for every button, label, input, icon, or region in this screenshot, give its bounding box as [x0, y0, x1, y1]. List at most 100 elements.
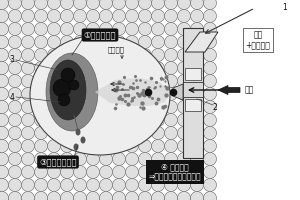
- Circle shape: [112, 0, 125, 9]
- Circle shape: [112, 192, 125, 200]
- Circle shape: [61, 0, 74, 9]
- Circle shape: [0, 178, 8, 192]
- Circle shape: [125, 36, 139, 48]
- Ellipse shape: [50, 60, 86, 120]
- Circle shape: [0, 36, 8, 48]
- Circle shape: [100, 9, 112, 22]
- Circle shape: [164, 22, 178, 36]
- Circle shape: [203, 88, 217, 100]
- Circle shape: [112, 9, 125, 22]
- Circle shape: [152, 152, 164, 166]
- Circle shape: [8, 74, 22, 88]
- Circle shape: [203, 152, 217, 166]
- Circle shape: [34, 36, 47, 48]
- Circle shape: [8, 36, 22, 48]
- Circle shape: [34, 9, 47, 22]
- Bar: [185, 68, 201, 80]
- Circle shape: [61, 22, 74, 36]
- Bar: [185, 99, 201, 111]
- Circle shape: [47, 152, 61, 166]
- Circle shape: [47, 9, 61, 22]
- Circle shape: [34, 22, 47, 36]
- Circle shape: [74, 9, 86, 22]
- Circle shape: [61, 152, 74, 166]
- Circle shape: [203, 48, 217, 62]
- Circle shape: [190, 192, 203, 200]
- Circle shape: [47, 36, 61, 48]
- Circle shape: [22, 127, 34, 140]
- Circle shape: [47, 140, 61, 152]
- Circle shape: [0, 22, 8, 36]
- Circle shape: [34, 62, 47, 74]
- Circle shape: [22, 192, 34, 200]
- Circle shape: [0, 62, 8, 74]
- Circle shape: [8, 48, 22, 62]
- Circle shape: [8, 140, 22, 152]
- Circle shape: [69, 80, 79, 90]
- Circle shape: [112, 152, 125, 166]
- Circle shape: [74, 0, 86, 9]
- Circle shape: [74, 152, 86, 166]
- Circle shape: [178, 48, 190, 62]
- Circle shape: [139, 22, 152, 36]
- Circle shape: [74, 22, 86, 36]
- Circle shape: [34, 127, 47, 140]
- Circle shape: [0, 152, 8, 166]
- Circle shape: [203, 62, 217, 74]
- Circle shape: [8, 178, 22, 192]
- Text: 4: 4: [10, 92, 14, 102]
- Circle shape: [0, 140, 8, 152]
- Text: 3: 3: [10, 55, 14, 64]
- Circle shape: [47, 192, 61, 200]
- Circle shape: [190, 178, 203, 192]
- Text: ④ 快速滴下
⇒抑制生长（通风改善）: ④ 快速滴下 ⇒抑制生长（通风改善）: [149, 162, 201, 182]
- Circle shape: [190, 152, 203, 166]
- Circle shape: [22, 166, 34, 178]
- Circle shape: [47, 0, 61, 9]
- Circle shape: [34, 140, 47, 152]
- Circle shape: [178, 166, 190, 178]
- Circle shape: [22, 36, 34, 48]
- Circle shape: [22, 9, 34, 22]
- Circle shape: [203, 100, 217, 114]
- Circle shape: [8, 192, 22, 200]
- Circle shape: [152, 140, 164, 152]
- Circle shape: [100, 152, 112, 166]
- Circle shape: [203, 0, 217, 9]
- Circle shape: [8, 152, 22, 166]
- Circle shape: [86, 152, 100, 166]
- Circle shape: [74, 166, 86, 178]
- Circle shape: [152, 114, 164, 127]
- Circle shape: [203, 140, 217, 152]
- Circle shape: [190, 100, 203, 114]
- Circle shape: [178, 178, 190, 192]
- Circle shape: [152, 9, 164, 22]
- Circle shape: [178, 192, 190, 200]
- Circle shape: [22, 74, 34, 88]
- Circle shape: [8, 22, 22, 36]
- Circle shape: [22, 152, 34, 166]
- Circle shape: [100, 0, 112, 9]
- Circle shape: [0, 166, 8, 178]
- Circle shape: [61, 192, 74, 200]
- Circle shape: [139, 192, 152, 200]
- Circle shape: [0, 127, 8, 140]
- Circle shape: [22, 88, 34, 100]
- Circle shape: [74, 192, 86, 200]
- Circle shape: [139, 140, 152, 152]
- Circle shape: [190, 114, 203, 127]
- Circle shape: [100, 178, 112, 192]
- Circle shape: [86, 166, 100, 178]
- Ellipse shape: [46, 53, 98, 131]
- Circle shape: [178, 62, 190, 74]
- Circle shape: [86, 22, 100, 36]
- Circle shape: [112, 166, 125, 178]
- Circle shape: [164, 114, 178, 127]
- Circle shape: [34, 192, 47, 200]
- Circle shape: [178, 140, 190, 152]
- Circle shape: [53, 79, 71, 97]
- Circle shape: [34, 166, 47, 178]
- Circle shape: [178, 22, 190, 36]
- Circle shape: [125, 166, 139, 178]
- Text: 1: 1: [283, 3, 287, 12]
